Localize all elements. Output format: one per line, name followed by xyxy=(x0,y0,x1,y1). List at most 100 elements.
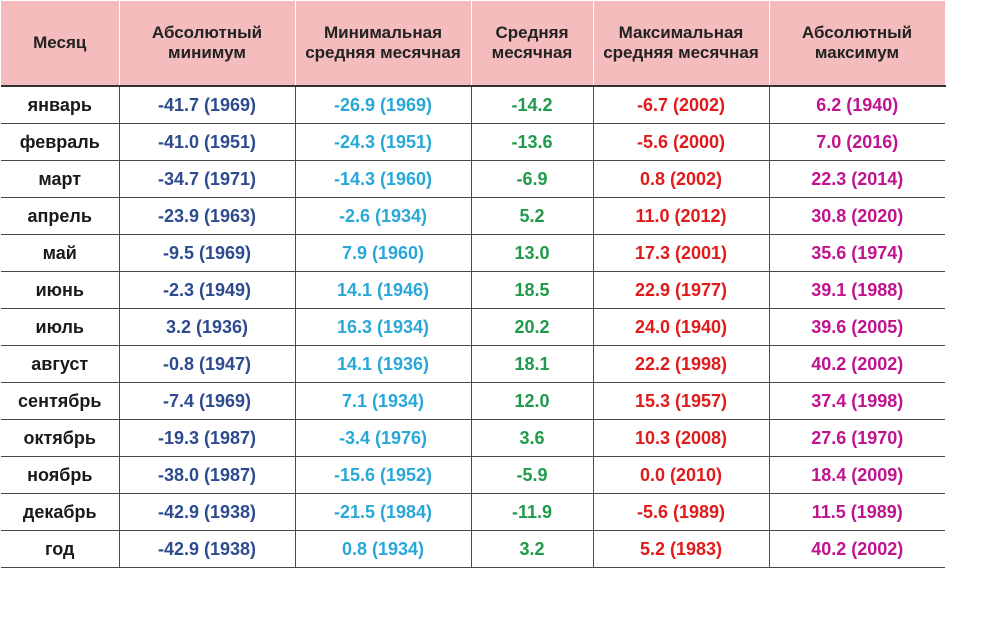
minimum-monthly-average-cell: 7.9 (1960) xyxy=(294,234,472,272)
table-row: год -42.9 (1938) 0.8 (1934) 3.2 5.2 (1983) 40… xyxy=(1,530,945,568)
monthly-average-cell: -13.6 xyxy=(470,123,594,161)
absolute-minimum-cell: -23.9 (1963) xyxy=(118,197,296,235)
monthly-average-cell: 20.2 xyxy=(470,308,594,346)
monthly-average-cell: 5.2 xyxy=(470,197,594,235)
minimum-monthly-average-cell: -26.9 (1969) xyxy=(294,85,472,124)
monthly-average-cell: 18.5 xyxy=(470,271,594,309)
table-row: ноябрь -38.0 (1987) -15.6 (1952) -5.9 0.0 (2… xyxy=(1,456,945,494)
maximum-monthly-average-cell: -5.6 (2000) xyxy=(592,123,770,161)
monthly-average-cell: -11.9 xyxy=(470,493,594,531)
table-body: январь -41.7 (1969) -26.9 (1969) -14.2 -6.7 … xyxy=(1,85,945,568)
absolute-maximum-cell: 40.2 (2002) xyxy=(768,530,945,568)
absolute-minimum-cell: -41.7 (1969) xyxy=(118,85,296,124)
minimum-monthly-average-cell: -21.5 (1984) xyxy=(294,493,472,531)
month-cell: сентябрь xyxy=(1,382,120,420)
monthly-average-cell: 13.0 xyxy=(470,234,594,272)
absolute-minimum-cell: -7.4 (1969) xyxy=(118,382,296,420)
header-minimum-monthly-average: Минимальная средняя месячная xyxy=(294,1,472,87)
maximum-monthly-average-cell: 22.2 (1998) xyxy=(592,345,770,383)
absolute-minimum-cell: -34.7 (1971) xyxy=(118,160,296,198)
month-cell: апрель xyxy=(1,197,120,235)
maximum-monthly-average-cell: -6.7 (2002) xyxy=(592,85,770,124)
table-row: август -0.8 (1947) 14.1 (1936) 18.1 22.2 (19… xyxy=(1,345,945,383)
month-cell: февраль xyxy=(1,123,120,161)
absolute-maximum-cell: 22.3 (2014) xyxy=(768,160,945,198)
table-row: декабрь -42.9 (1938) -21.5 (1984) -11.9 -5.6… xyxy=(1,493,945,531)
minimum-monthly-average-cell: -2.6 (1934) xyxy=(294,197,472,235)
absolute-minimum-cell: -41.0 (1951) xyxy=(118,123,296,161)
absolute-minimum-cell: -2.3 (1949) xyxy=(118,271,296,309)
absolute-maximum-cell: 39.6 (2005) xyxy=(768,308,945,346)
absolute-minimum-cell: -9.5 (1969) xyxy=(118,234,296,272)
month-cell: май xyxy=(1,234,120,272)
maximum-monthly-average-cell: 11.0 (2012) xyxy=(592,197,770,235)
minimum-monthly-average-cell: 0.8 (1934) xyxy=(294,530,472,568)
absolute-maximum-cell: 11.5 (1989) xyxy=(768,493,945,531)
header-maximum-monthly-average: Максимальная средняя месячная xyxy=(592,1,770,87)
month-cell: ноябрь xyxy=(1,456,120,494)
header-absolute-maximum: Абсолютный максимум xyxy=(768,1,946,87)
monthly-average-cell: 12.0 xyxy=(470,382,594,420)
absolute-maximum-cell: 37.4 (1998) xyxy=(768,382,945,420)
month-cell: октябрь xyxy=(1,419,120,457)
table-row: март -34.7 (1971) -14.3 (1960) -6.9 0.8 (200… xyxy=(1,160,945,198)
month-cell: июнь xyxy=(1,271,120,309)
absolute-minimum-cell: -42.9 (1938) xyxy=(118,530,296,568)
maximum-monthly-average-cell: 0.0 (2010) xyxy=(592,456,770,494)
minimum-monthly-average-cell: -24.3 (1951) xyxy=(294,123,472,161)
month-cell: год xyxy=(1,530,120,568)
table-row: январь -41.7 (1969) -26.9 (1969) -14.2 -6.7 … xyxy=(1,85,945,124)
absolute-maximum-cell: 6.2 (1940) xyxy=(768,85,945,124)
maximum-monthly-average-cell: -5.6 (1989) xyxy=(592,493,770,531)
minimum-monthly-average-cell: -14.3 (1960) xyxy=(294,160,472,198)
minimum-monthly-average-cell: 7.1 (1934) xyxy=(294,382,472,420)
minimum-monthly-average-cell: -3.4 (1976) xyxy=(294,419,472,457)
monthly-average-cell: -14.2 xyxy=(470,85,594,124)
table-row: октябрь -19.3 (1987) -3.4 (1976) 3.6 10.3 (2… xyxy=(1,419,945,457)
table-row: апрель -23.9 (1963) -2.6 (1934) 5.2 11.0 (20… xyxy=(1,197,945,235)
absolute-maximum-cell: 18.4 (2009) xyxy=(768,456,945,494)
month-cell: март xyxy=(1,160,120,198)
climate-table: Месяц Абсолютный минимум Минимальная сре… xyxy=(1,1,946,568)
table-row: май -9.5 (1969) 7.9 (1960) 13.0 17.3 (2001) 3… xyxy=(1,234,945,272)
header-row: Месяц Абсолютный минимум Минимальная сре… xyxy=(1,1,946,87)
monthly-average-cell: -5.9 xyxy=(470,456,594,494)
monthly-average-cell: 3.6 xyxy=(470,419,594,457)
month-cell: декабрь xyxy=(1,493,120,531)
month-cell: июль xyxy=(1,308,120,346)
absolute-minimum-cell: 3.2 (1936) xyxy=(118,308,296,346)
maximum-monthly-average-cell: 5.2 (1983) xyxy=(592,530,770,568)
monthly-average-cell: 18.1 xyxy=(470,345,594,383)
absolute-minimum-cell: -38.0 (1987) xyxy=(118,456,296,494)
table-row: июль 3.2 (1936) 16.3 (1934) 20.2 24.0 (1940)… xyxy=(1,308,945,346)
maximum-monthly-average-cell: 10.3 (2008) xyxy=(592,419,770,457)
maximum-monthly-average-cell: 22.9 (1977) xyxy=(592,271,770,309)
monthly-average-cell: 3.2 xyxy=(470,530,594,568)
minimum-monthly-average-cell: 14.1 (1936) xyxy=(294,345,472,383)
table-row: сентябрь -7.4 (1969) 7.1 (1934) 12.0 15.3 (1… xyxy=(1,382,945,420)
table-row: февраль -41.0 (1951) -24.3 (1951) -13.6 -5.6… xyxy=(1,123,945,161)
absolute-minimum-cell: -0.8 (1947) xyxy=(118,345,296,383)
absolute-minimum-cell: -42.9 (1938) xyxy=(118,493,296,531)
minimum-monthly-average-cell: 16.3 (1934) xyxy=(294,308,472,346)
minimum-monthly-average-cell: 14.1 (1946) xyxy=(294,271,472,309)
absolute-maximum-cell: 7.0 (2016) xyxy=(768,123,945,161)
absolute-maximum-cell: 40.2 (2002) xyxy=(768,345,945,383)
absolute-minimum-cell: -19.3 (1987) xyxy=(118,419,296,457)
header-monthly-average: Средняя месячная xyxy=(470,1,594,87)
month-cell: август xyxy=(1,345,120,383)
maximum-monthly-average-cell: 24.0 (1940) xyxy=(592,308,770,346)
maximum-monthly-average-cell: 15.3 (1957) xyxy=(592,382,770,420)
absolute-maximum-cell: 30.8 (2020) xyxy=(768,197,945,235)
monthly-average-cell: -6.9 xyxy=(470,160,594,198)
header-absolute-minimum: Абсолютный минимум xyxy=(118,1,296,87)
maximum-monthly-average-cell: 17.3 (2001) xyxy=(592,234,770,272)
header-month: Месяц xyxy=(1,1,120,87)
absolute-maximum-cell: 39.1 (1988) xyxy=(768,271,945,309)
maximum-monthly-average-cell: 0.8 (2002) xyxy=(592,160,770,198)
month-cell: январь xyxy=(1,85,120,124)
absolute-maximum-cell: 35.6 (1974) xyxy=(768,234,945,272)
absolute-maximum-cell: 27.6 (1970) xyxy=(768,419,945,457)
minimum-monthly-average-cell: -15.6 (1952) xyxy=(294,456,472,494)
